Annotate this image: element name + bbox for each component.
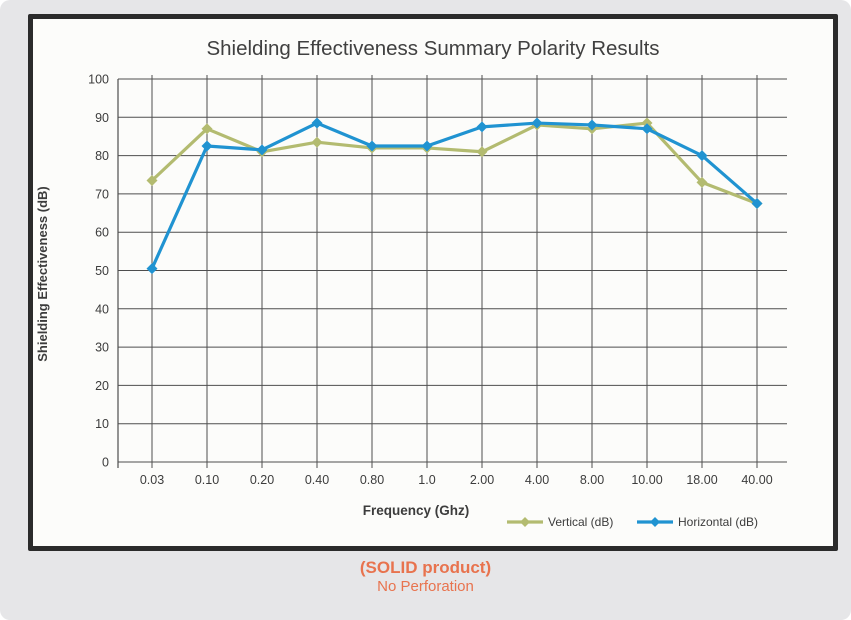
y-tick-label: 10 — [95, 417, 109, 431]
x-tick-label: 1.0 — [418, 473, 435, 487]
data-point-vertical — [476, 146, 488, 158]
data-point-horizontal — [751, 197, 763, 209]
data-point-horizontal — [586, 119, 598, 131]
x-tick-label: 8.00 — [580, 473, 604, 487]
x-tick-label: 18.00 — [686, 473, 717, 487]
data-point-vertical — [201, 123, 213, 135]
y-tick-label: 30 — [95, 341, 109, 355]
y-tick-label: 50 — [95, 264, 109, 278]
y-tick-label: 0 — [102, 456, 109, 470]
y-tick-label: 40 — [95, 302, 109, 316]
data-point-horizontal — [421, 140, 433, 152]
data-point-horizontal — [696, 150, 708, 162]
y-tick-label: 20 — [95, 379, 109, 393]
chart-title: Shielding Effectiveness Summary Polarity… — [206, 37, 659, 60]
x-tick-label: 2.00 — [470, 473, 494, 487]
chart-frame: 0 10 20 30 40 50 60 70 80 90 100 0.03 0.10 0.20 0.40 0.… — [28, 14, 838, 551]
data-point-vertical — [696, 176, 708, 188]
data-point-horizontal — [146, 263, 158, 275]
perforation-label: No Perforation — [377, 578, 474, 596]
x-tick-label: 40.00 — [741, 473, 772, 487]
x-tick-label: 0.40 — [305, 473, 329, 487]
y-tick-label: 90 — [95, 111, 109, 125]
chart-canvas: 0 10 20 30 40 50 60 70 80 90 100 0.03 0.10 0.20 0.40 0.… — [35, 37, 787, 529]
x-tick-label: 0.03 — [140, 473, 164, 487]
data-point-horizontal — [256, 144, 268, 156]
data-point-horizontal — [311, 117, 323, 129]
data-point-horizontal — [366, 140, 378, 152]
data-point-horizontal — [531, 117, 543, 129]
y-tick-label: 60 — [95, 226, 109, 240]
data-point-horizontal — [476, 121, 488, 133]
x-tick-label: 10.00 — [631, 473, 662, 487]
data-point-horizontal — [201, 140, 213, 152]
data-point-vertical — [146, 174, 158, 186]
y-axis-label: Shielding Effectiveness (dB) — [35, 186, 50, 362]
data-point-vertical — [311, 136, 323, 148]
legend-label-vertical: Vertical (dB) — [548, 515, 613, 529]
product-type-label: (SOLID product) — [359, 558, 492, 577]
x-tick-label: 0.80 — [360, 473, 384, 487]
y-tick-label: 100 — [88, 73, 109, 87]
data-point-vertical — [641, 117, 653, 129]
data-point-horizontal — [641, 123, 653, 135]
footer-caption: (SOLID product) No Perforation — [0, 557, 851, 597]
legend-swatch-marker-horizontal — [650, 517, 660, 527]
x-tick-label: 0.10 — [195, 473, 219, 487]
legend-swatch-marker-vertical — [520, 517, 530, 527]
y-tick-label: 80 — [95, 149, 109, 163]
y-tick-label: 70 — [95, 187, 109, 201]
x-tick-label: 0.20 — [250, 473, 274, 487]
series-line-horizontal — [150, 121, 759, 271]
x-axis-label: Frequency (Ghz) — [363, 503, 470, 518]
x-tick-label: 4.00 — [525, 473, 549, 487]
legend-label-horizontal: Horizontal (dB) — [678, 515, 758, 529]
